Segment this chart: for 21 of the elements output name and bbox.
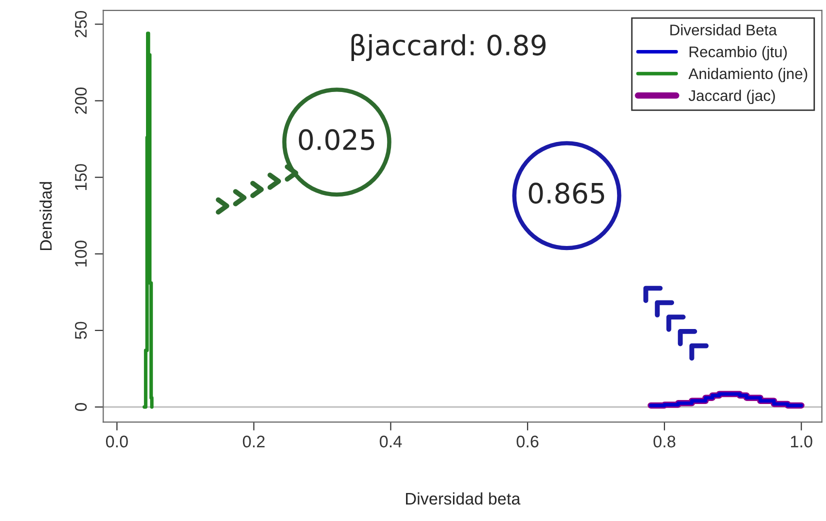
y-tick-label: 50 [74, 322, 87, 340]
x-tick-label: 0.6 [516, 436, 538, 448]
x-tick-label: 0.4 [380, 436, 402, 448]
legend-label: Recambio (jtu) [690, 46, 787, 60]
y-tick-label: 0 [74, 403, 87, 411]
x-tick-label: 1.0 [791, 436, 812, 448]
legend-label: Anidamiento (jne) [688, 68, 808, 82]
y-axis-title: Densidad [40, 182, 52, 250]
annotation: 0.025 [298, 129, 374, 150]
x-tick-label: 0.2 [242, 436, 265, 448]
y-tick-label: 100 [74, 240, 87, 267]
x-tick-label: 0.8 [654, 436, 676, 448]
x-axis-title: Diversidad beta [406, 492, 520, 505]
annotation: 0.865 [528, 182, 604, 204]
y-tick-label: 200 [74, 88, 87, 114]
annotation: βjaccard: 0.89 [351, 34, 546, 61]
legend-title: Diversidad Beta [670, 24, 777, 36]
x-tick-label: 0.0 [106, 436, 128, 448]
legend-label: Jaccard (jac) [688, 90, 775, 104]
y-tick-label: 250 [74, 10, 87, 38]
y-tick-label: 150 [74, 164, 87, 190]
